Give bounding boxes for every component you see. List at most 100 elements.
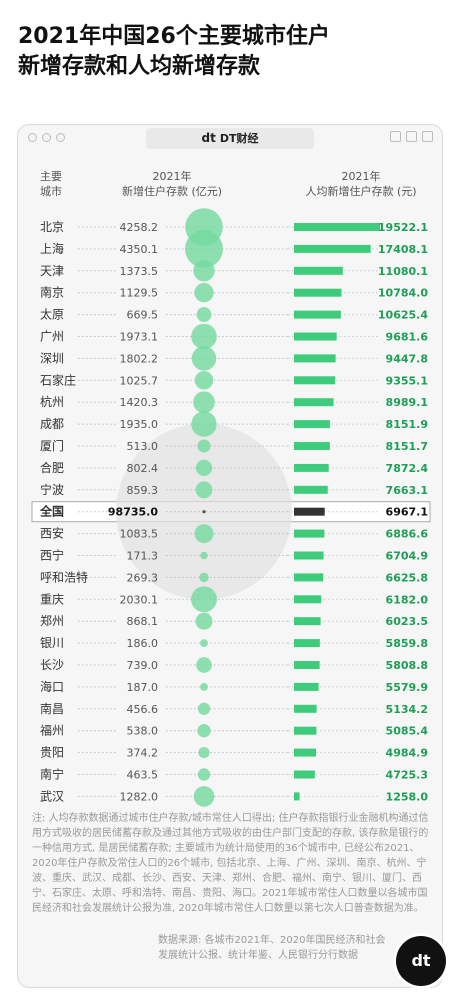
- percap-value-label: 6886.6: [386, 528, 429, 541]
- percap-value-label: 5808.8: [386, 659, 428, 672]
- header-percap: 2021年 人均新增住户存款 (元): [286, 169, 436, 199]
- deposit-bubble: [197, 702, 211, 715]
- deposit-bubble: [191, 323, 217, 350]
- deposit-bubble: [193, 391, 215, 414]
- deposit-value-label: 1973.1: [120, 331, 159, 344]
- deposit-value-label: 456.6: [127, 703, 159, 716]
- percap-value-label: 6625.8: [386, 571, 428, 584]
- deposit-bubble: [200, 551, 208, 560]
- city-label: 福州: [40, 723, 64, 738]
- city-label: 武汉: [40, 789, 64, 803]
- deposit-bubble: [197, 439, 211, 453]
- deposit-bubble: [202, 510, 206, 514]
- percap-value-label: 1258.0: [386, 790, 429, 803]
- header-deposit: 2021年 新增住户存款 (亿元): [102, 169, 242, 199]
- percap-value-label: 7872.4: [386, 462, 429, 475]
- deposit-value-label: 1420.3: [120, 396, 159, 409]
- dt-logo-button[interactable]: dt: [396, 936, 446, 986]
- deposit-bubble: [197, 768, 211, 781]
- percap-value-label: 4984.9: [386, 747, 428, 760]
- percap-value-label: 7663.1: [386, 484, 428, 497]
- percap-bar: [294, 463, 329, 472]
- deposit-bubble: [195, 481, 213, 499]
- deposit-value-label: 374.2: [127, 747, 159, 760]
- deposit-value-label: 1083.5: [120, 528, 159, 541]
- percap-bar: [294, 529, 325, 538]
- percap-bar: [294, 354, 336, 363]
- deposit-value-label: 4258.2: [120, 221, 159, 234]
- percap-bar: [294, 223, 380, 231]
- city-label: 天津: [40, 264, 64, 278]
- deposit-value-label: 463.5: [127, 769, 159, 782]
- deposit-value-label: 802.4: [127, 462, 159, 475]
- percap-bar: [294, 442, 330, 450]
- deposit-bubble: [195, 459, 213, 477]
- deposit-bubble: [194, 283, 214, 303]
- deposit-value-label: 1129.5: [120, 287, 159, 300]
- city-label: 重庆: [40, 592, 64, 606]
- deposit-value-label: 513.0: [127, 440, 159, 453]
- percap-bar: [294, 792, 300, 801]
- percap-bar: [294, 617, 321, 626]
- percap-value-label: 5134.2: [386, 703, 428, 716]
- percap-bar: [294, 726, 317, 735]
- deposit-bubble: [198, 747, 210, 759]
- deposit-bubble: [197, 724, 211, 738]
- percap-bar: [294, 551, 324, 560]
- percap-value-label: 11080.1: [378, 265, 428, 278]
- percap-value-label: 17408.1: [378, 243, 428, 256]
- deposit-bubble: [193, 786, 215, 807]
- city-label: 深圳: [40, 351, 64, 365]
- city-label: 全国: [39, 504, 64, 519]
- city-label: 南昌: [40, 701, 64, 716]
- deposit-value-label: 1282.0: [120, 790, 159, 803]
- percap-bar: [294, 704, 317, 713]
- percap-bar: [294, 332, 337, 341]
- header-city: 主要 城市: [40, 169, 62, 199]
- percap-value-label: 5859.8: [386, 637, 428, 650]
- deposit-value-label: 186.0: [127, 637, 159, 650]
- chart-plot: 北京 4258.2 19522.1 上海 4350.1 17408.1 天津 1373.5 11…: [31, 208, 431, 807]
- city-label: 西安: [40, 526, 64, 541]
- percap-bar: [294, 595, 322, 604]
- window-dot-icon: [56, 133, 65, 142]
- deposit-bubble: [196, 307, 212, 323]
- city-label: 贵阳: [40, 746, 64, 760]
- deposit-value-label: 859.3: [127, 484, 159, 497]
- deposit-bubble: [185, 229, 223, 268]
- deposit-value-label: 868.1: [127, 615, 159, 628]
- deposit-value-label: 538.0: [127, 725, 159, 738]
- deposit-bubble: [191, 346, 217, 371]
- footnote: 注: 人均存款数据通过城市住户存款/城市常住人口得出; 住户存款指银行业金融机构…: [32, 813, 429, 914]
- percap-bar: [294, 639, 320, 648]
- percap-bar: [294, 310, 341, 319]
- minimize-icon[interactable]: [390, 131, 401, 142]
- deposit-value-label: 187.0: [127, 681, 159, 694]
- brand-name: DT财经: [219, 132, 259, 145]
- city-label: 呼和浩特: [40, 569, 88, 584]
- city-label: 郑州: [40, 613, 64, 628]
- deposit-bubble: [200, 682, 208, 691]
- maximize-icon[interactable]: [406, 131, 417, 142]
- deposit-bubble: [196, 657, 212, 673]
- chart-card: dt DT财经 主要 城市 2021年 新增住户存款 (亿元) 2021年 人均新…: [17, 124, 443, 988]
- deposit-value-label: 2030.1: [120, 593, 159, 606]
- percap-bar: [294, 682, 319, 691]
- percap-value-label: 5579.9: [386, 681, 428, 694]
- city-label: 银川: [40, 636, 64, 650]
- header-deposit-line2: 新增住户存款 (亿元): [121, 185, 223, 198]
- percap-bar: [294, 485, 328, 494]
- city-label: 西宁: [40, 548, 64, 563]
- percap-value-label: 10784.0: [378, 287, 428, 300]
- percap-bar: [294, 573, 324, 582]
- percap-value-label: 10625.4: [378, 309, 428, 322]
- percap-bar: [294, 420, 330, 429]
- city-label: 太原: [40, 307, 64, 322]
- percap-value-label: 9447.8: [386, 352, 428, 365]
- title-line-1: 2021年中国26个主要城市住户: [18, 24, 330, 49]
- window-bar: dt DT财经: [18, 125, 442, 151]
- header-percap-line1: 2021年: [341, 170, 381, 183]
- close-icon[interactable]: [422, 131, 433, 142]
- percap-value-label: 6182.0: [386, 593, 429, 606]
- percap-value-label: 6023.5: [386, 615, 428, 628]
